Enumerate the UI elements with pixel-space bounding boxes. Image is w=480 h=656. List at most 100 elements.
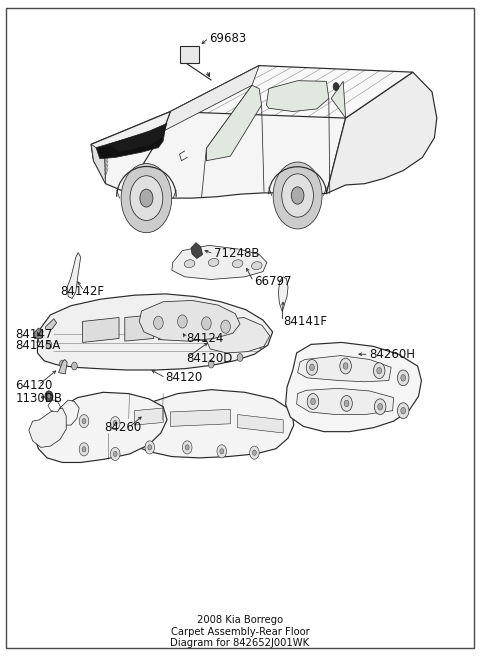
Polygon shape: [91, 66, 346, 198]
Circle shape: [217, 445, 227, 458]
Polygon shape: [206, 85, 262, 161]
Circle shape: [401, 375, 406, 381]
Circle shape: [82, 419, 86, 424]
Polygon shape: [108, 123, 167, 152]
Ellipse shape: [208, 258, 219, 266]
Circle shape: [202, 317, 211, 330]
Circle shape: [377, 367, 382, 374]
Circle shape: [237, 354, 243, 361]
Circle shape: [145, 441, 155, 454]
Polygon shape: [59, 400, 79, 425]
Circle shape: [310, 364, 314, 371]
Circle shape: [259, 341, 264, 349]
Circle shape: [340, 358, 351, 374]
Circle shape: [130, 176, 163, 220]
Circle shape: [291, 187, 304, 204]
Circle shape: [110, 417, 120, 430]
Circle shape: [47, 394, 51, 399]
Circle shape: [60, 360, 65, 368]
Circle shape: [374, 399, 386, 415]
Text: 84260H: 84260H: [370, 348, 416, 361]
Circle shape: [110, 447, 120, 461]
Polygon shape: [37, 294, 273, 370]
Text: 84142F: 84142F: [60, 285, 104, 298]
Ellipse shape: [252, 262, 262, 270]
Polygon shape: [172, 245, 267, 279]
Circle shape: [82, 447, 86, 452]
Text: 71248B: 71248B: [214, 247, 259, 260]
Circle shape: [343, 363, 348, 369]
Polygon shape: [35, 392, 167, 462]
Polygon shape: [163, 66, 259, 131]
Polygon shape: [158, 316, 182, 340]
Circle shape: [178, 315, 187, 328]
Circle shape: [46, 341, 52, 349]
Circle shape: [397, 370, 409, 386]
Ellipse shape: [184, 260, 195, 268]
Circle shape: [273, 162, 322, 229]
Circle shape: [154, 316, 163, 329]
Circle shape: [140, 189, 153, 207]
Text: 66797: 66797: [254, 275, 292, 288]
Polygon shape: [326, 72, 437, 194]
Circle shape: [378, 403, 383, 410]
Polygon shape: [91, 144, 106, 184]
Text: 84141F: 84141F: [283, 315, 327, 328]
Circle shape: [208, 360, 214, 368]
Polygon shape: [170, 409, 230, 426]
Circle shape: [333, 83, 339, 91]
Text: 84120: 84120: [166, 371, 203, 384]
Text: 1130DB: 1130DB: [15, 392, 62, 405]
Polygon shape: [83, 318, 119, 342]
Polygon shape: [67, 253, 81, 298]
Text: 69683: 69683: [209, 31, 246, 45]
Polygon shape: [187, 318, 209, 341]
Circle shape: [185, 445, 189, 450]
Polygon shape: [59, 359, 67, 374]
Polygon shape: [266, 81, 329, 112]
Circle shape: [306, 359, 318, 375]
Polygon shape: [191, 243, 203, 258]
Polygon shape: [46, 319, 57, 329]
Polygon shape: [34, 328, 43, 338]
Circle shape: [341, 396, 352, 411]
Circle shape: [397, 403, 409, 419]
Circle shape: [79, 443, 89, 456]
Circle shape: [282, 174, 313, 217]
Circle shape: [220, 449, 224, 454]
Text: 84120D: 84120D: [186, 352, 233, 365]
Circle shape: [311, 398, 315, 405]
Circle shape: [307, 394, 319, 409]
Text: 84145A: 84145A: [15, 338, 60, 352]
Text: 2008 Kia Borrego
Carpet Assembly-Rear Floor
Diagram for 842652J001WK: 2008 Kia Borrego Carpet Assembly-Rear Fl…: [170, 615, 310, 648]
Polygon shape: [125, 315, 154, 341]
Circle shape: [182, 441, 192, 454]
Text: 84124: 84124: [186, 332, 224, 345]
Polygon shape: [286, 342, 421, 432]
Polygon shape: [48, 400, 60, 412]
Circle shape: [72, 362, 77, 370]
Circle shape: [148, 445, 152, 450]
Circle shape: [252, 450, 256, 455]
Circle shape: [79, 415, 89, 428]
Text: 84260: 84260: [105, 421, 142, 434]
Polygon shape: [29, 408, 66, 447]
Text: 84147: 84147: [15, 328, 53, 341]
Circle shape: [113, 451, 117, 457]
Polygon shape: [125, 390, 294, 458]
Polygon shape: [298, 356, 391, 382]
Polygon shape: [139, 300, 240, 341]
Polygon shape: [238, 415, 283, 433]
Bar: [180, 46, 199, 63]
Circle shape: [250, 446, 259, 459]
Circle shape: [221, 320, 230, 333]
Polygon shape: [96, 126, 166, 159]
Circle shape: [45, 391, 53, 401]
Circle shape: [401, 407, 406, 414]
Polygon shape: [91, 112, 170, 161]
Polygon shape: [297, 388, 394, 415]
Polygon shape: [278, 277, 288, 312]
Ellipse shape: [232, 260, 243, 268]
Text: 64120: 64120: [15, 379, 53, 392]
Polygon shape: [205, 318, 270, 353]
